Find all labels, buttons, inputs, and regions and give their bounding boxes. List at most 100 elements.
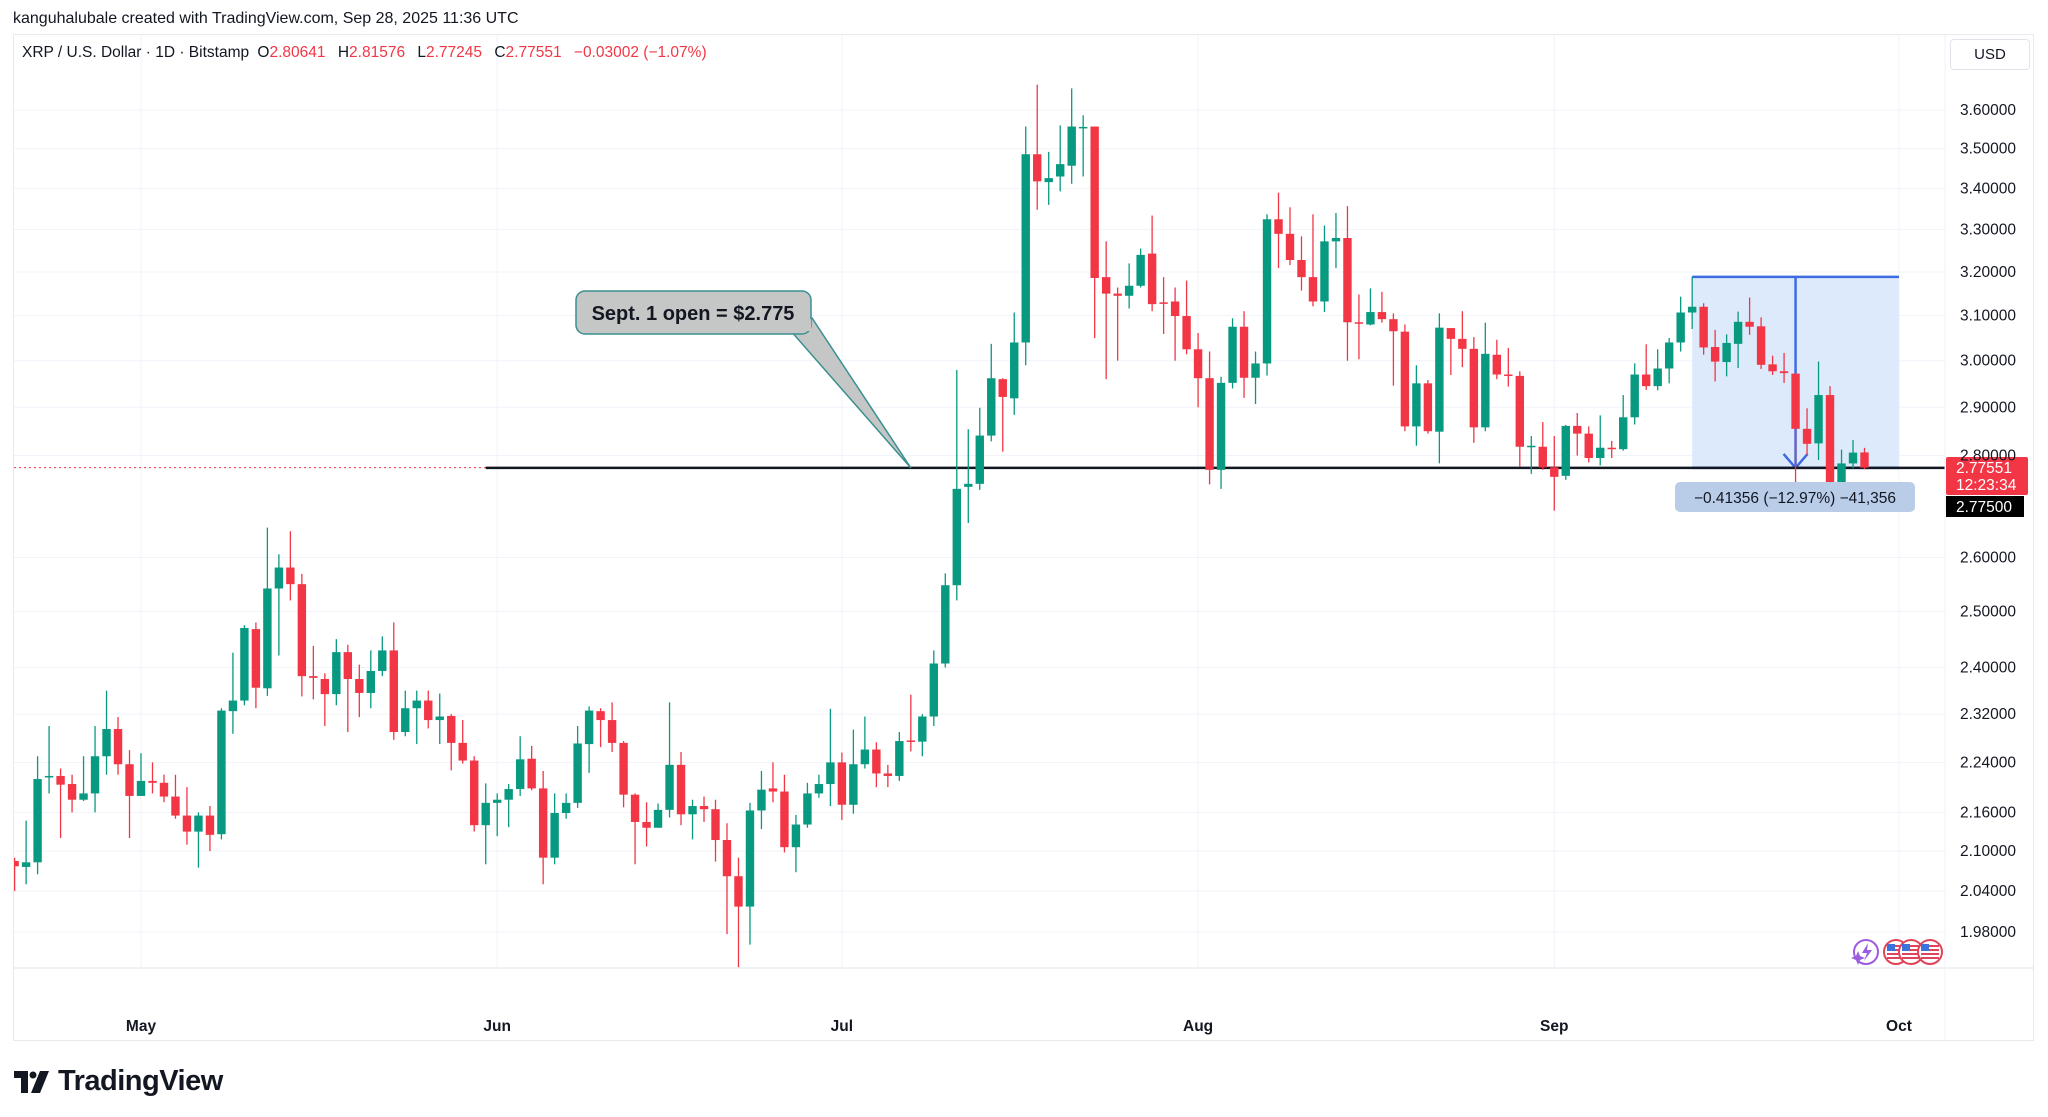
us-flag-icon[interactable] (1898, 939, 1924, 965)
candle (389, 622, 398, 740)
candle-body (527, 758, 536, 789)
us-flag-icon[interactable] (1917, 939, 1943, 965)
candle-body (1239, 326, 1249, 378)
candle-body (148, 780, 157, 783)
candle-body (102, 729, 111, 757)
candle (1033, 84, 1042, 210)
current-price-bg (1946, 457, 2028, 495)
candle-body (722, 840, 732, 877)
candle (1251, 351, 1260, 404)
candle-body (1262, 219, 1272, 364)
candle-body (21, 862, 31, 867)
flag-canton (1921, 944, 1929, 951)
candle (1860, 447, 1869, 470)
candle (332, 639, 341, 706)
candle-body (1101, 277, 1111, 294)
candle-body (642, 821, 651, 828)
symbol-legend: XRP / U.S. Dollar · 1D · Bitstamp O2.806… (22, 44, 711, 62)
candle (263, 527, 272, 696)
candle-body (1285, 233, 1295, 260)
candle-body (975, 435, 984, 484)
candle-body (1607, 447, 1616, 450)
price-tick-label: 3.00000 (1960, 353, 2016, 370)
chart-credit: kanguhalubale created with TradingView.c… (13, 10, 519, 27)
candle-body (987, 378, 996, 436)
candle-body (906, 740, 916, 742)
candle-body (1722, 342, 1731, 363)
candle (1446, 328, 1456, 375)
candle-body (826, 762, 835, 785)
candle (1239, 311, 1249, 398)
symbol-title[interactable]: XRP / U.S. Dollar · 1D · Bitstamp (22, 44, 250, 61)
tradingview-logo: TradingView (14, 1065, 223, 1098)
callout-box[interactable] (575, 290, 812, 335)
candle-body (1067, 126, 1076, 166)
candle-body (1653, 368, 1662, 387)
lightning-glyph (1862, 943, 1872, 961)
candle (1653, 349, 1662, 391)
candle-body (1124, 285, 1134, 296)
candle (355, 664, 364, 718)
candle-body (1527, 445, 1536, 448)
candle (171, 774, 180, 819)
low-value: 2.77245 (426, 44, 483, 61)
candle-body (458, 742, 467, 761)
candle-body (1802, 428, 1812, 444)
candle-body (1216, 382, 1226, 470)
candle-body (849, 764, 858, 805)
candle (722, 823, 732, 935)
candle (987, 343, 996, 442)
candle (113, 717, 123, 775)
candle (1412, 365, 1421, 446)
candle (228, 652, 238, 734)
high-value: 2.81576 (349, 44, 406, 61)
candle-body (630, 794, 640, 822)
sparkle-icon (1851, 951, 1865, 965)
candle-body (217, 710, 226, 835)
candle (596, 708, 605, 748)
high-label: H (337, 44, 350, 61)
candle (1078, 115, 1088, 177)
candle-body (33, 779, 42, 863)
candle-body (1664, 342, 1674, 369)
candle (1377, 291, 1387, 323)
candle-body (929, 663, 939, 717)
tradingview-logo-icon (14, 1070, 49, 1093)
price-tick-label: 2.90000 (1960, 399, 2016, 416)
candle (1354, 294, 1364, 360)
candle (515, 736, 525, 796)
time-tick-label: Sep (1540, 1018, 1568, 1035)
economic-events[interactable] (1851, 939, 1943, 965)
candle-body (1561, 425, 1570, 476)
candle (1802, 408, 1812, 456)
candle (883, 764, 893, 788)
candle (538, 771, 548, 885)
candle-body (1745, 321, 1754, 327)
price-tick-label: 2.32000 (1960, 706, 2016, 723)
candle (148, 762, 157, 794)
candle (573, 726, 582, 808)
candle-body (918, 716, 927, 742)
candle (1400, 324, 1410, 432)
chart-frame (13, 34, 2034, 1041)
candle-body (550, 813, 559, 858)
candle (1044, 151, 1053, 205)
close-value: 2.77551 (505, 44, 562, 61)
candle-body (240, 627, 249, 701)
candle-body (699, 806, 709, 810)
price-tick-label: 2.80000 (1960, 448, 2016, 465)
candle (125, 750, 134, 839)
candle-body (79, 793, 88, 800)
candle-body (1584, 433, 1593, 459)
candle (320, 673, 330, 727)
candle-body (1538, 446, 1547, 468)
currency-button[interactable]: USD (1950, 39, 2030, 70)
candle (401, 690, 410, 737)
flag-stripe (1887, 949, 1905, 951)
candle-body (378, 650, 387, 671)
candle-body (607, 720, 617, 743)
candle (734, 857, 743, 968)
candle-body (883, 773, 893, 776)
candle (1733, 311, 1743, 369)
